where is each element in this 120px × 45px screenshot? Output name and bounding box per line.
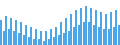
Bar: [65, 18, 67, 45]
Bar: [40, 31, 42, 45]
Bar: [105, 14, 107, 45]
Bar: [45, 31, 47, 45]
Bar: [20, 22, 22, 45]
Bar: [88, 22, 90, 45]
Bar: [53, 37, 55, 45]
Bar: [95, 10, 97, 45]
Bar: [103, 29, 105, 45]
Bar: [113, 27, 115, 45]
Bar: [15, 20, 17, 45]
Bar: [13, 31, 15, 45]
Bar: [0, 20, 2, 45]
Bar: [5, 16, 7, 45]
Bar: [43, 41, 45, 45]
Bar: [110, 12, 112, 45]
Bar: [83, 22, 85, 45]
Bar: [58, 35, 60, 45]
Bar: [50, 29, 52, 45]
Bar: [63, 33, 65, 45]
Bar: [3, 31, 5, 45]
Bar: [118, 25, 120, 45]
Bar: [93, 25, 95, 45]
Bar: [10, 18, 12, 45]
Bar: [80, 8, 82, 45]
Bar: [28, 37, 30, 45]
Bar: [33, 39, 35, 45]
Bar: [38, 39, 40, 45]
Bar: [78, 25, 80, 45]
Bar: [48, 39, 50, 45]
Bar: [85, 6, 87, 45]
Bar: [98, 27, 100, 45]
Bar: [75, 10, 77, 45]
Bar: [25, 25, 27, 45]
Bar: [8, 29, 10, 45]
Bar: [18, 33, 20, 45]
Bar: [108, 29, 110, 45]
Bar: [90, 8, 92, 45]
Bar: [55, 27, 57, 45]
Bar: [35, 29, 37, 45]
Bar: [100, 12, 102, 45]
Bar: [70, 14, 72, 45]
Bar: [73, 27, 75, 45]
Bar: [60, 22, 62, 45]
Bar: [30, 27, 32, 45]
Bar: [68, 31, 70, 45]
Bar: [115, 10, 117, 45]
Bar: [23, 35, 25, 45]
